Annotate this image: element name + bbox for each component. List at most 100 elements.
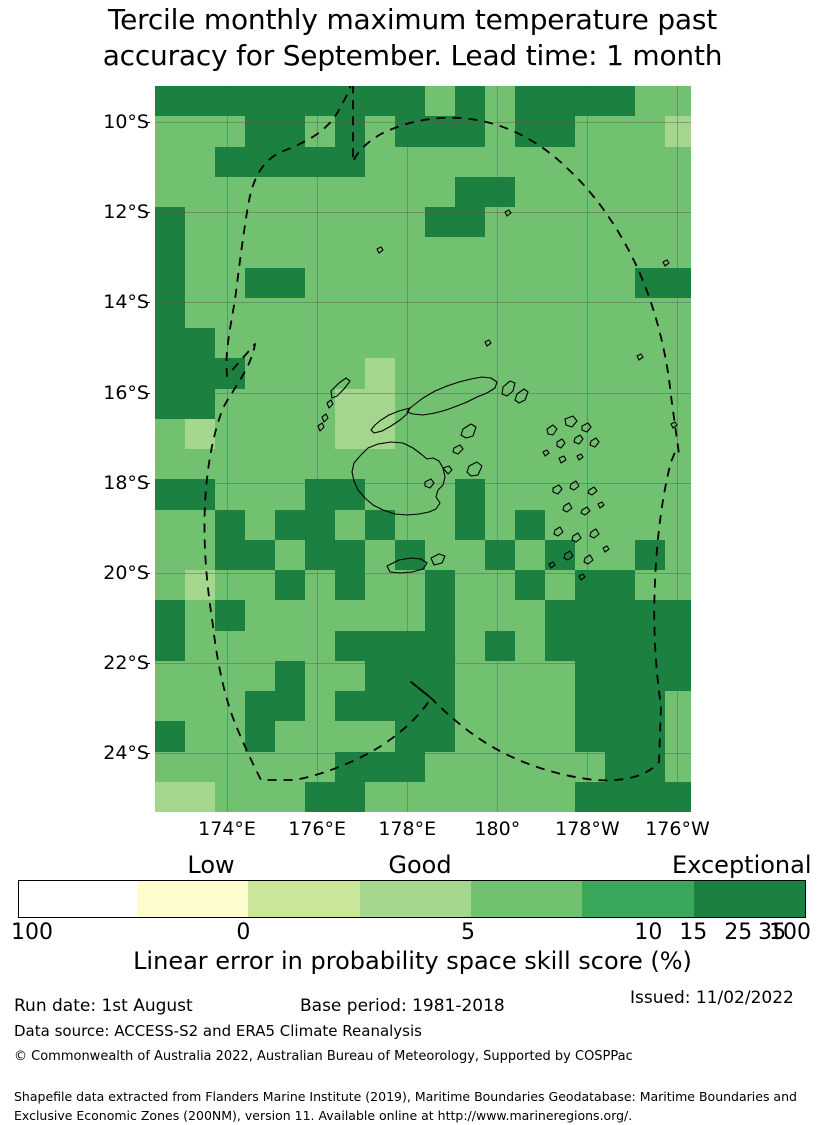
heatmap-cell: [395, 660, 426, 692]
colorbar-tick-labels: 100 0 5 10 15 25 35 100: [0, 920, 825, 948]
heatmap-cell: [605, 630, 636, 662]
y-axis-tick-mark: [145, 122, 150, 124]
heatmap-cell: [665, 600, 691, 632]
data-source-text: Data source: ACCESS-S2 and ERA5 Climate …: [14, 1022, 422, 1040]
gridline-parallel: [155, 483, 691, 484]
heatmap-cell: [185, 660, 216, 692]
heatmap-cell: [605, 267, 636, 299]
heatmap-cell: [455, 86, 486, 117]
x-axis-tick-label: 174°E: [198, 818, 256, 840]
heatmap-cell: [215, 539, 246, 571]
heatmap-cell: [335, 751, 366, 783]
y-axis-tick-label: 24°S: [103, 742, 149, 765]
heatmap-cell: [455, 509, 486, 541]
heatmap-cell: [335, 176, 366, 208]
heatmap-cell: [245, 418, 276, 450]
heatmap-cell: [245, 781, 276, 812]
heatmap-cell: [425, 781, 456, 812]
heatmap-cell: [185, 630, 216, 662]
heatmap-cell: [515, 358, 546, 390]
y-axis-tick-mark: [145, 753, 150, 755]
heatmap-cell: [185, 358, 216, 390]
heatmap-cell: [455, 449, 486, 480]
heatmap-cell: [395, 539, 426, 571]
heatmap-cell: [605, 146, 636, 178]
colorbar-category-label: Low: [187, 851, 235, 879]
heatmap-cell: [665, 267, 691, 299]
heatmap-cell: [245, 570, 276, 601]
colorbar-segment: [19, 881, 137, 917]
heatmap-cell: [305, 237, 336, 269]
heatmap-cell: [335, 267, 366, 299]
heatmap-cell: [365, 781, 396, 812]
heatmap-cell: [575, 600, 606, 632]
heatmap-cell: [605, 86, 636, 117]
heatmap-cell: [245, 539, 276, 571]
heatmap-cell: [605, 237, 636, 269]
heatmap-cell: [515, 328, 546, 359]
heatmap-cell: [365, 418, 396, 450]
heatmap-cell: [245, 509, 276, 541]
heatmap-cell: [245, 630, 276, 662]
y-axis-tick-label: 20°S: [103, 562, 149, 584]
x-axis-tick-label: 176°E: [288, 818, 347, 840]
heatmap-cell: [515, 146, 546, 178]
heatmap-cell: [635, 721, 666, 753]
heatmap-cell: [545, 539, 576, 571]
heatmap-cell: [215, 781, 246, 812]
y-axis-tick-label: 10°S: [103, 111, 149, 134]
heatmap-cell: [275, 691, 306, 722]
heatmap-cell: [485, 86, 516, 117]
page-title: Tercile monthly maximum temperature past…: [0, 2, 825, 74]
heatmap-cell: [425, 751, 456, 783]
heatmap-cell: [665, 237, 691, 269]
heatmap-cell: [335, 630, 366, 662]
y-axis-tick-mark: [145, 302, 150, 304]
heatmap-cell: [455, 116, 486, 148]
y-axis-tick-label: 18°S: [103, 471, 149, 494]
heatmap-cell: [395, 86, 426, 117]
heatmap-cell: [635, 781, 666, 812]
heatmap-cell: [305, 660, 336, 692]
gridline-parallel: [155, 212, 691, 213]
colorbar-tick-label: 5: [460, 920, 475, 945]
colorbar-segment: [136, 881, 249, 917]
colorbar-tick-label: 0: [236, 920, 251, 945]
heatmap-cell: [335, 570, 366, 601]
heatmap-cell: [455, 691, 486, 722]
heatmap-cell: [575, 449, 606, 480]
heatmap-cell: [395, 358, 426, 390]
y-axis-tick-mark: [145, 392, 150, 394]
heatmap-cell: [515, 630, 546, 662]
heatmap-cell: [425, 146, 456, 178]
heatmap-cell: [215, 116, 246, 148]
heatmap-cell: [545, 328, 576, 359]
heatmap-cell: [545, 86, 576, 117]
heatmap-cell: [635, 328, 666, 359]
heatmap-cell: [335, 509, 366, 541]
heatmap-cell: [545, 237, 576, 269]
heatmap-cell: [485, 691, 516, 722]
heatmap-cell: [335, 539, 366, 571]
heatmap-cell: [305, 781, 336, 812]
heatmap-cell: [485, 539, 516, 571]
heatmap-cell: [485, 751, 516, 783]
heatmap-cell: [155, 418, 186, 450]
heatmap-cell: [305, 267, 336, 299]
heatmap-cell: [515, 116, 546, 148]
heatmap-cell: [365, 509, 396, 541]
heatmap-cell: [245, 116, 276, 148]
heatmap-cell: [395, 267, 426, 299]
heatmap-cell: [275, 176, 306, 208]
heatmap-cell: [605, 449, 636, 480]
heatmap-cell: [665, 751, 691, 783]
colorbar-tick-label: 100: [11, 920, 53, 945]
heatmap-cell: [665, 721, 691, 753]
heatmap-cell: [575, 176, 606, 208]
heatmap-cell: [275, 267, 306, 299]
y-axis-tick-label: 16°S: [103, 381, 149, 404]
heatmap-cell: [335, 237, 366, 269]
heatmap-cell: [665, 781, 691, 812]
heatmap-cell: [425, 418, 456, 450]
heatmap-cell: [545, 751, 576, 783]
